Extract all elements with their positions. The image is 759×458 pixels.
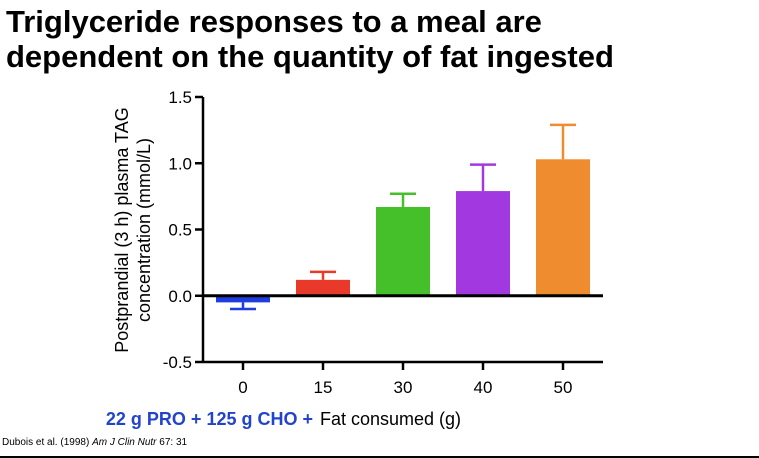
x-axis-prefix-label: 22 g PRO + 125 g CHO + (106, 409, 313, 429)
citation: Dubois et al. (1998) Am J Clin Nutr 67: … (2, 437, 187, 448)
y-ticks-group: -0.5 0.0 0.5 1.0 1.5 (163, 88, 203, 372)
citation-journal: Am J Clin Nutr (92, 437, 157, 448)
y-tick-label: -0.5 (163, 353, 192, 372)
bottom-divider (0, 456, 759, 458)
bar-15 (296, 279, 350, 296)
x-tick-label: 30 (394, 378, 413, 397)
y-axis-label-line-1: Postprandial (3 h) plasma TAG (112, 107, 132, 352)
y-axis-label-line-2: concentration (mmol/L) (134, 138, 154, 322)
x-tick-label: 15 (314, 378, 333, 397)
bars-group (216, 159, 590, 303)
y-axis-label: Postprandial (3 h) plasma TAG concentrat… (112, 107, 154, 352)
y-tick-label: 1.0 (168, 154, 192, 173)
title-line-2: dependent on the quantity of fat ingeste… (6, 39, 614, 74)
y-tick-label: 1.5 (168, 88, 192, 107)
error-bars-group (230, 123, 576, 311)
y-tick-label: 0.5 (168, 221, 192, 240)
x-tick-label: 40 (474, 378, 493, 397)
bar-0 (216, 295, 270, 303)
title-line-1: Triglyceride responses to a meal are (6, 4, 542, 39)
page-title: Triglyceride responses to a meal are dep… (6, 4, 754, 74)
bar-30 (376, 206, 430, 296)
x-ticks-group: 0 15 30 40 50 (238, 362, 572, 397)
citation-authors: Dubois et al. (1998) (2, 437, 93, 448)
x-tick-label: 0 (238, 378, 247, 397)
x-tick-label: 50 (554, 378, 573, 397)
x-axis-label: Fat consumed (g) (320, 409, 461, 429)
bar-50 (536, 159, 590, 296)
y-tick-label: 0.0 (168, 287, 192, 306)
bar-40 (456, 191, 510, 296)
citation-volume: 67: 31 (156, 437, 188, 448)
